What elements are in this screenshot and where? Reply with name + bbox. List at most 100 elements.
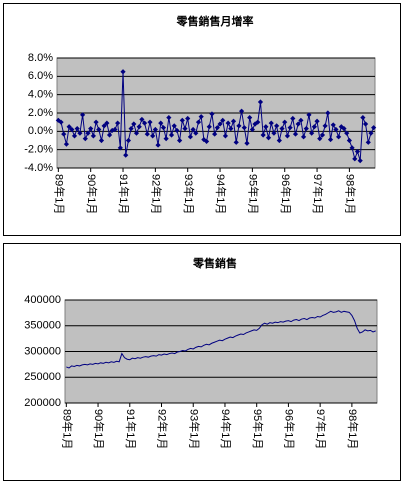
- data-point: [300, 134, 307, 140]
- data-point: [174, 127, 180, 134]
- y-tick-label: 350000: [24, 320, 61, 332]
- data-point: [257, 99, 264, 105]
- y-tick-label: -2.0%: [24, 144, 53, 156]
- data-point: [82, 136, 88, 142]
- y-tick-label: -4.0%: [24, 162, 53, 174]
- data-point: [115, 120, 121, 126]
- data-point: [225, 120, 231, 126]
- y-tick-label: 8.0%: [28, 52, 53, 64]
- data-point: [319, 132, 326, 138]
- data-point: [287, 125, 293, 131]
- data-point: [271, 130, 277, 136]
- data-point: [268, 120, 274, 126]
- data-point: [284, 133, 291, 139]
- data-point: [120, 69, 126, 75]
- data-point: [171, 123, 177, 129]
- x-tick-label: 96年1月: [279, 174, 293, 214]
- data-point: [88, 125, 94, 132]
- data-point: [93, 119, 99, 125]
- y-tick-label: 2.0%: [28, 107, 53, 119]
- data-point: [255, 119, 261, 125]
- data-point: [66, 124, 72, 130]
- data-point: [90, 133, 96, 139]
- data-point: [71, 133, 78, 139]
- data-point: [349, 145, 355, 151]
- data-point: [133, 130, 140, 136]
- data-point: [252, 121, 258, 127]
- data-point: [362, 121, 369, 127]
- data-point: [311, 124, 317, 130]
- data-point: [168, 132, 175, 138]
- data-point: [58, 119, 64, 125]
- data-point: [233, 139, 239, 145]
- data-point: [336, 134, 342, 140]
- data-point: [303, 125, 309, 132]
- data-point: [131, 121, 137, 127]
- data-point: [139, 116, 145, 123]
- data-point: [357, 158, 363, 164]
- data-point: [327, 136, 334, 143]
- data-point: [206, 124, 212, 130]
- y-tick-label: 0.0%: [28, 125, 53, 137]
- data-point: [276, 137, 282, 144]
- data-point: [61, 131, 67, 137]
- data-point: [249, 126, 255, 133]
- data-point: [317, 136, 323, 142]
- data-point: [74, 125, 80, 132]
- data-point: [341, 125, 347, 132]
- x-tick-label: 94年1月: [214, 174, 228, 214]
- x-tick-label: 97年1月: [311, 174, 325, 214]
- data-point: [295, 121, 301, 127]
- data-point: [217, 121, 223, 127]
- data-point: [365, 139, 371, 145]
- y-tick-label: 200000: [24, 397, 61, 409]
- data-point: [260, 132, 266, 138]
- x-tick-label: 94年1月: [219, 409, 233, 449]
- x-tick-label: 90年1月: [85, 174, 99, 214]
- x-tick-label: 92年1月: [149, 174, 163, 214]
- data-point: [228, 125, 234, 132]
- data-point: [106, 132, 113, 138]
- x-tick-label: 93年1月: [187, 409, 201, 449]
- data-point: [144, 131, 150, 137]
- y-tick-label: 4.0%: [28, 89, 53, 101]
- data-point: [152, 126, 158, 133]
- data-point: [177, 137, 183, 144]
- data-point: [77, 130, 83, 136]
- data-point: [239, 108, 245, 114]
- data-line: [58, 71, 375, 161]
- x-tick-label: 92年1月: [156, 409, 170, 449]
- x-tick-label: 96年1月: [283, 409, 297, 449]
- data-point: [247, 114, 253, 121]
- data-point: [209, 111, 215, 117]
- data-point: [346, 137, 352, 144]
- x-tick-label: 90年1月: [92, 409, 106, 449]
- data-point: [282, 119, 288, 125]
- data-line: [66, 310, 376, 369]
- data-point: [160, 125, 167, 131]
- data-point: [279, 125, 285, 132]
- y-tick-label: 250000: [24, 371, 61, 383]
- data-point: [368, 130, 374, 136]
- data-point: [338, 124, 344, 130]
- data-point: [195, 119, 202, 125]
- data-point: [190, 126, 196, 133]
- data-point: [147, 119, 153, 125]
- data-point: [182, 125, 188, 132]
- data-point: [292, 131, 299, 137]
- data-point: [352, 156, 358, 162]
- x-tick-label: 93年1月: [182, 174, 196, 214]
- data-point: [80, 112, 86, 118]
- data-point: [112, 126, 118, 133]
- x-tick-label: 89年1月: [60, 409, 74, 449]
- data-point: [371, 125, 377, 131]
- data-point: [63, 141, 70, 147]
- data-point: [185, 115, 191, 122]
- x-tick-label: 89年1月: [52, 174, 66, 214]
- chart-title: 零售銷售: [192, 256, 237, 270]
- data-point: [263, 124, 269, 130]
- x-tick-label: 91年1月: [124, 409, 138, 449]
- chart-title: 零售銷售月增率: [176, 14, 254, 28]
- data-point: [141, 120, 148, 126]
- data-point: [325, 110, 331, 116]
